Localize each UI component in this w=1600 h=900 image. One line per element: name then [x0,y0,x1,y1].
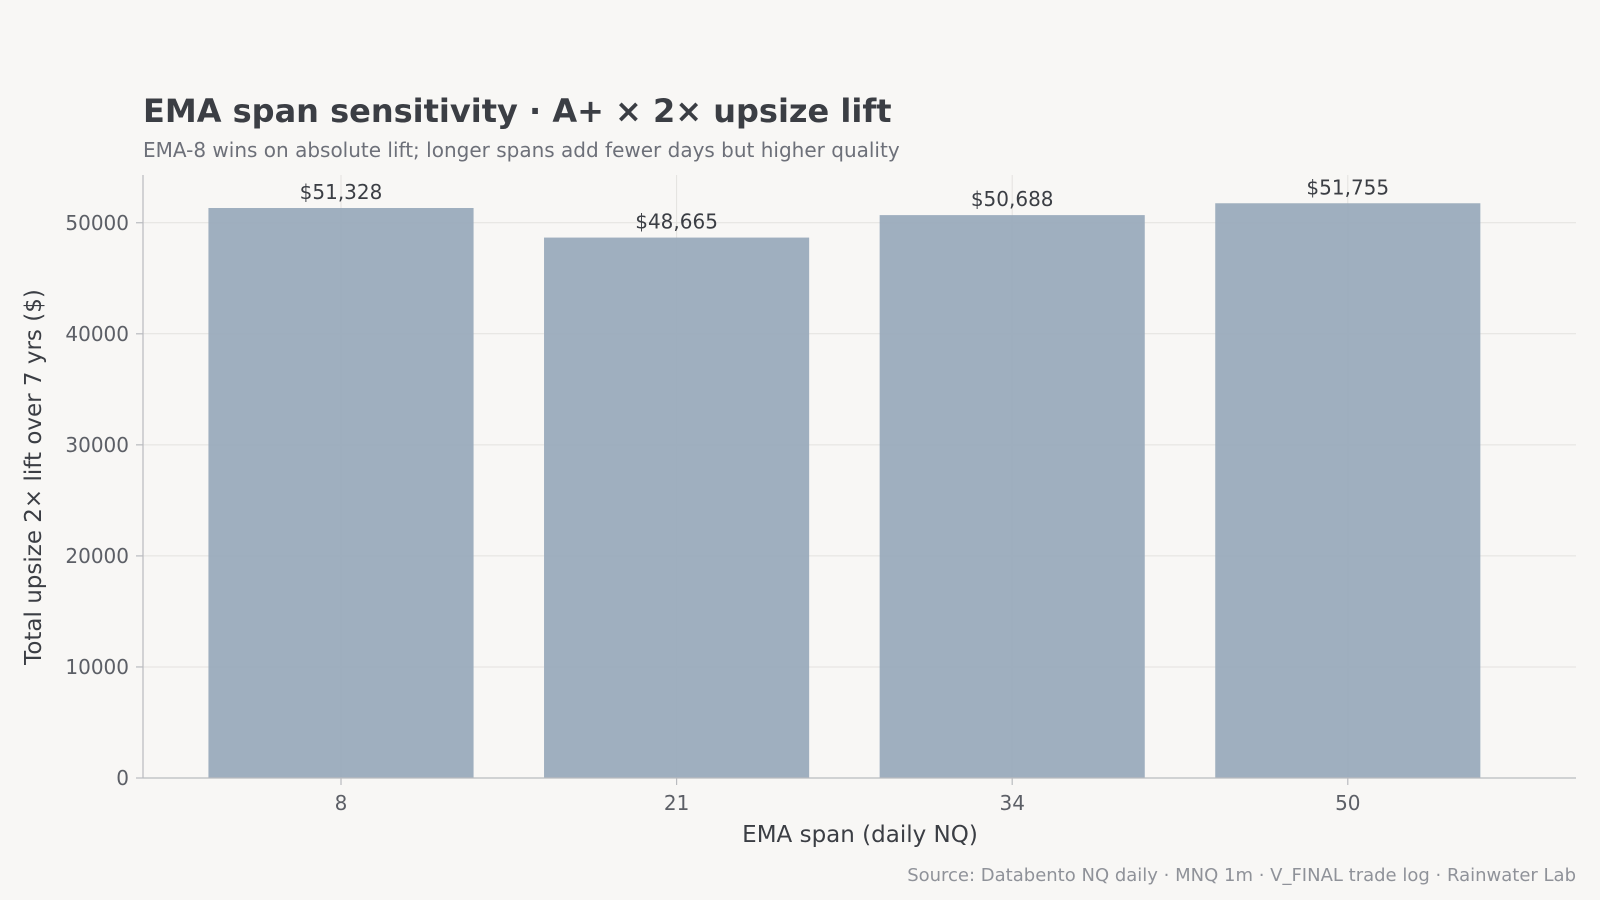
chart-title: EMA span sensitivity · A+ × 2× upsize li… [143,92,892,130]
x-tick-label: 34 [999,791,1024,815]
bars [208,203,1481,779]
y-tick-label: 40000 [65,322,129,346]
x-tick-label: 50 [1335,791,1360,815]
bar-data-label: $50,688 [971,187,1054,211]
x-axis-label: EMA span (daily NQ) [742,822,978,848]
x-tick-label: 21 [664,791,689,815]
chart-subtitle: EMA-8 wins on absolute lift; longer span… [143,138,900,162]
y-tick-label: 50000 [65,211,129,235]
bar [1215,203,1481,779]
bar-data-labels: $51,328 $48,665 $50,688 $51,755 [300,175,1390,233]
bar [208,208,474,779]
y-tick-label: 0 [116,766,129,790]
x-tick-label: 8 [335,791,348,815]
bar-data-label: $51,755 [1306,175,1389,199]
y-axis-label: Total upsize 2× lift over 7 yrs ($) [21,289,47,666]
bar-data-label: $51,328 [300,180,383,204]
bar-data-label: $48,665 [635,210,718,234]
y-tick-label: 10000 [65,655,129,679]
x-gridlines [340,175,1349,778]
bar [544,237,810,778]
y-tick-label: 20000 [65,544,129,568]
x-axis-ticks: 8 21 34 50 [335,778,1361,815]
bar [879,215,1145,779]
y-tick-label: 30000 [65,433,129,457]
y-axis-ticks: 0 10000 20000 30000 40000 50000 [65,211,143,790]
source-note: Source: Databento NQ daily · MNQ 1m · V_… [907,865,1576,886]
